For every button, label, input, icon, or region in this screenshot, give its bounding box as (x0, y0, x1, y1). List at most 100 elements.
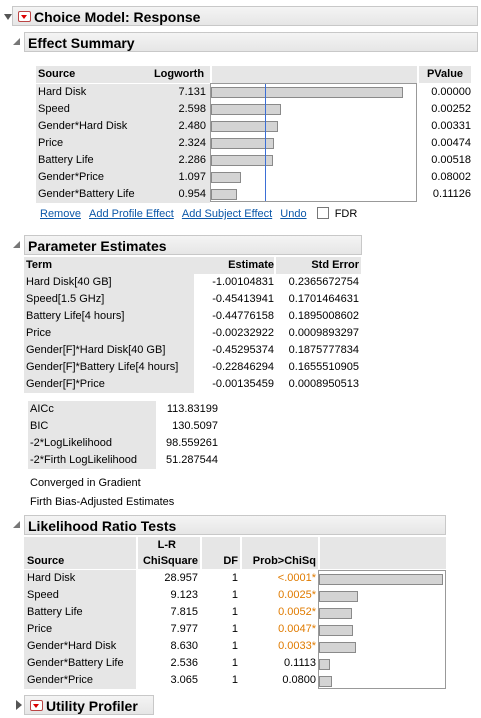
col-header-term: Term (24, 257, 194, 274)
disclosure-open-icon[interactable] (13, 38, 22, 47)
lr-chisquare: 2.536 (170, 657, 198, 669)
effect-logworth: 2.598 (148, 101, 210, 118)
effect-source: Price (36, 135, 148, 152)
lr-df: 1 (231, 606, 238, 618)
lr-df: 1 (231, 674, 238, 686)
main-outline-header[interactable]: Choice Model: Response (4, 6, 478, 26)
col-header-source: Source (27, 555, 65, 567)
logworth-bar (211, 189, 237, 200)
effect-source: Hard Disk (36, 84, 148, 101)
effect-pvalue: 0.00518 (431, 154, 471, 166)
col-header-chisquare: ChiSquare (142, 555, 198, 567)
effect-pvalue: 0.00331 (431, 120, 471, 132)
fdr-label: FDR (334, 208, 358, 220)
effect-logworth: 1.097 (148, 169, 210, 186)
fit-stat-label: BIC (28, 418, 156, 435)
disclosure-open-icon[interactable] (13, 521, 22, 530)
std-error-value: 0.1701464631 (288, 293, 359, 305)
fit-stat-value: 130.5097 (172, 420, 218, 432)
estimate-value: -0.22846294 (212, 361, 274, 373)
lr-df: 1 (231, 572, 238, 584)
chisquare-bar-frame (318, 570, 446, 689)
col-header-prob: Prob>ChiSq (252, 555, 316, 567)
disclosure-open-icon[interactable] (4, 14, 12, 20)
add-profile-effect-link[interactable]: Add Profile Effect (89, 208, 174, 220)
chisquare-bar (319, 591, 358, 602)
estimate-term: Gender[F]*Price (24, 376, 194, 393)
disclosure-open-icon[interactable] (13, 241, 22, 250)
effect-summary-header[interactable]: Effect Summary (13, 32, 478, 52)
estimate-term: Hard Disk[40 GB] (24, 274, 194, 291)
col-header-chisquare-bg: L-R ChiSquare (138, 537, 200, 569)
section-title: Likelihood Ratio Tests (28, 518, 177, 534)
effect-logworth: 2.480 (148, 118, 210, 135)
effect-logworth: 0.954 (148, 186, 210, 203)
logworth-bar-frame (210, 83, 417, 202)
lr-chisquare: 9.123 (170, 589, 198, 601)
fit-stat-value: 98.559261 (166, 437, 218, 449)
converged-note: Converged in Gradient (30, 477, 141, 489)
estimate-value: -0.45295374 (212, 344, 274, 356)
lr-prob: 0.0025* (278, 589, 316, 601)
lr-source: Gender*Battery Life (24, 655, 136, 672)
effect-source: Battery Life (36, 152, 148, 169)
lr-chisquare: 28.957 (164, 572, 198, 584)
lr-prob: 0.0047* (278, 623, 316, 635)
col-header-df-bg: DF (202, 537, 240, 569)
logworth-bar (211, 138, 274, 149)
effect-summary-actions: Remove Add Profile Effect Add Subject Ef… (40, 207, 357, 220)
utility-profiler-header[interactable]: Utility Profiler (16, 695, 154, 715)
firth-note: Firth Bias-Adjusted Estimates (30, 496, 175, 508)
effect-logworth: 7.131 (148, 84, 210, 101)
parameter-estimates-header[interactable]: Parameter Estimates (13, 235, 362, 255)
logworth-bar (211, 104, 281, 115)
estimate-term: Gender[F]*Hard Disk[40 GB] (24, 342, 194, 359)
undo-link[interactable]: Undo (280, 208, 307, 220)
lr-source: Price (24, 621, 136, 638)
fdr-checkbox[interactable] (316, 207, 329, 219)
lr-chisquare: 7.815 (170, 606, 198, 618)
lr-source: Speed (24, 587, 136, 604)
estimate-term: Speed[1.5 GHz] (24, 291, 194, 308)
fit-stat-label: -2*LogLikelihood (28, 435, 156, 452)
fit-stat-label: AICc (28, 401, 156, 418)
col-header-pvalue: PValue (419, 66, 471, 83)
likelihood-ratio-tests-header[interactable]: Likelihood Ratio Tests (13, 515, 446, 535)
std-error-value: 0.1895008602 (288, 310, 359, 322)
col-header-source-bg: Source (24, 537, 136, 569)
col-header-estimate: Estimate (194, 257, 274, 274)
estimate-value: -1.00104831 (212, 276, 274, 288)
outline-title: Choice Model: Response (34, 9, 201, 25)
effect-source: Gender*Battery Life (36, 186, 148, 203)
red-triangle-menu-icon[interactable] (30, 700, 43, 711)
add-subject-effect-link[interactable]: Add Subject Effect (181, 208, 273, 220)
std-error-value: 0.1655510905 (288, 361, 359, 373)
col-header-prob-bg: Prob>ChiSq (242, 537, 318, 569)
col-header-lr: L-R (157, 539, 176, 551)
estimate-term: Battery Life[4 hours] (24, 308, 194, 325)
chisquare-bar (319, 574, 443, 585)
remove-link[interactable]: Remove (40, 208, 81, 220)
col-header-bar (212, 66, 417, 83)
lr-chisquare: 8.630 (170, 640, 198, 652)
logworth-bar (211, 87, 403, 98)
lr-df: 1 (231, 623, 238, 635)
lr-chisquare: 7.977 (170, 623, 198, 635)
lr-df: 1 (231, 589, 238, 601)
red-triangle-menu-icon[interactable] (18, 11, 31, 22)
logworth-bar (211, 155, 273, 166)
lr-prob: <.0001* (277, 572, 316, 584)
lr-source: Hard Disk (24, 570, 136, 587)
effect-pvalue: 0.00252 (431, 103, 471, 115)
disclosure-closed-icon[interactable] (16, 700, 22, 710)
lr-source: Gender*Price (24, 672, 136, 689)
col-header-bar (320, 537, 446, 569)
effect-pvalue: 0.08002 (431, 171, 471, 183)
fit-stat-label: -2*Firth LogLikelihood (28, 452, 156, 469)
chisquare-bar (319, 676, 332, 687)
std-error-value: 0.0008950513 (288, 378, 359, 390)
std-error-value: 0.2365672754 (288, 276, 359, 288)
estimate-term: Price (24, 325, 194, 342)
effect-source: Gender*Hard Disk (36, 118, 148, 135)
fit-stat-value: 113.83199 (166, 403, 218, 415)
